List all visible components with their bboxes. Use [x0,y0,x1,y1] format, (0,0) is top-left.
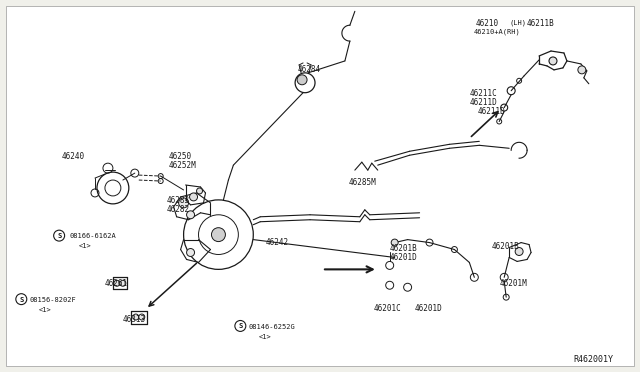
Text: 46284: 46284 [298,65,321,74]
Text: 08166-6162A: 08166-6162A [69,232,116,239]
Text: 46211C: 46211C [469,89,497,98]
Text: 46210: 46210 [476,19,499,28]
Circle shape [549,57,557,65]
Text: 46250: 46250 [169,152,192,161]
Text: 46285M: 46285M [349,178,376,187]
Text: 46201B: 46201B [492,241,519,251]
Circle shape [391,239,398,246]
Text: <1>: <1> [39,307,52,313]
Circle shape [120,280,126,286]
Circle shape [578,66,586,74]
Text: 46210+A(RH): 46210+A(RH) [474,28,520,35]
Circle shape [196,188,202,194]
Text: 08146-6252G: 08146-6252G [248,324,295,330]
Text: 08156-8202F: 08156-8202F [29,297,76,303]
Text: 46252M: 46252M [169,161,196,170]
Circle shape [179,198,189,208]
Circle shape [297,75,307,85]
Circle shape [515,247,523,256]
Text: S: S [57,233,61,239]
Text: 46211B: 46211B [527,19,555,28]
Text: 46240: 46240 [61,152,84,161]
Text: <1>: <1> [79,243,92,248]
Circle shape [187,211,195,219]
Text: S: S [19,296,24,303]
Text: 46201M: 46201M [499,279,527,288]
Circle shape [139,314,145,320]
Circle shape [133,314,139,320]
Text: 46261: 46261 [105,279,128,288]
Circle shape [187,248,195,256]
Text: 46201D: 46201D [390,253,417,263]
Text: 46211D: 46211D [469,98,497,107]
Text: 46282: 46282 [166,205,190,214]
Text: 46201C: 46201C [374,304,401,313]
Text: (LH): (LH) [509,19,526,26]
Circle shape [211,228,225,241]
Text: <1>: <1> [259,334,271,340]
Text: R462001Y: R462001Y [573,355,613,364]
Text: 46283: 46283 [166,196,190,205]
Circle shape [114,280,120,286]
Text: 46201B: 46201B [390,244,417,253]
Text: 46211D: 46211D [477,107,505,116]
Text: S: S [238,323,243,330]
Text: 46201D: 46201D [415,304,442,313]
Text: 46242: 46242 [265,238,289,247]
Text: 46313: 46313 [123,315,146,324]
Circle shape [189,193,198,201]
FancyBboxPatch shape [6,6,634,366]
